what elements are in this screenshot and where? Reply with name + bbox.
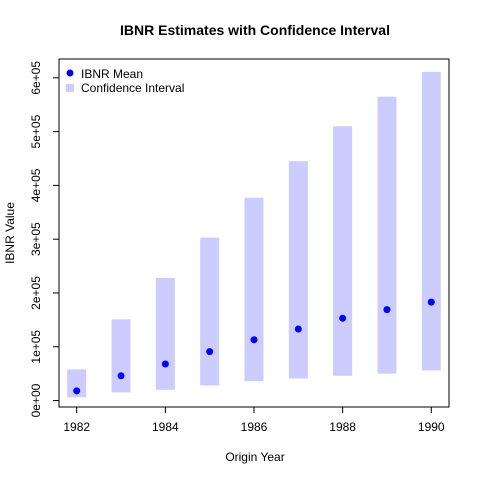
x-tick-label: 1986 (241, 420, 268, 434)
y-tick-label: 0e+00 (29, 383, 43, 417)
mean-points (73, 298, 435, 395)
mean-point (250, 336, 258, 344)
legend: IBNR Mean Confidence Interval (66, 67, 184, 95)
y-tick-label: 2e+05 (29, 276, 43, 310)
legend-label-interval: Confidence Interval (81, 81, 184, 95)
confidence-bar (244, 197, 264, 382)
x-tick-label: 1990 (418, 420, 445, 434)
confidence-bar (200, 237, 220, 386)
confidence-bar (155, 277, 175, 390)
mean-point (383, 306, 391, 314)
mean-point (339, 314, 347, 322)
mean-point (161, 360, 169, 368)
y-tick-label: 3e+05 (29, 222, 43, 256)
confidence-bar (111, 319, 131, 393)
mean-point (206, 348, 214, 356)
x-axis: 1982 1984 1986 1988 1990 (63, 406, 445, 434)
y-axis-label: IBNR Value (3, 202, 17, 264)
y-axis: 0e+00 1e+05 2e+05 3e+05 4e+05 5e+05 6e+05 (29, 61, 60, 417)
confidence-bar (421, 71, 441, 371)
legend-swatch-interval (66, 84, 74, 92)
mean-point (73, 387, 81, 395)
y-tick-label: 5e+05 (29, 114, 43, 148)
confidence-intervals (67, 71, 441, 398)
confidence-bar (67, 369, 87, 398)
legend-marker-mean (66, 69, 74, 77)
x-axis-label: Origin Year (225, 450, 284, 464)
confidence-bar (333, 126, 353, 376)
mean-point (427, 298, 435, 306)
x-tick-label: 1988 (329, 420, 356, 434)
legend-label-mean: IBNR Mean (81, 67, 143, 81)
y-tick-label: 1e+05 (29, 330, 43, 364)
confidence-bar (377, 96, 397, 374)
x-tick-label: 1984 (152, 420, 179, 434)
mean-point (117, 372, 125, 380)
confidence-bar (288, 161, 308, 379)
x-tick-label: 1982 (63, 420, 90, 434)
mean-point (294, 325, 302, 333)
chart-title: IBNR Estimates with Confidence Interval (120, 22, 390, 38)
y-tick-label: 6e+05 (29, 61, 43, 95)
y-tick-label: 4e+05 (29, 168, 43, 202)
